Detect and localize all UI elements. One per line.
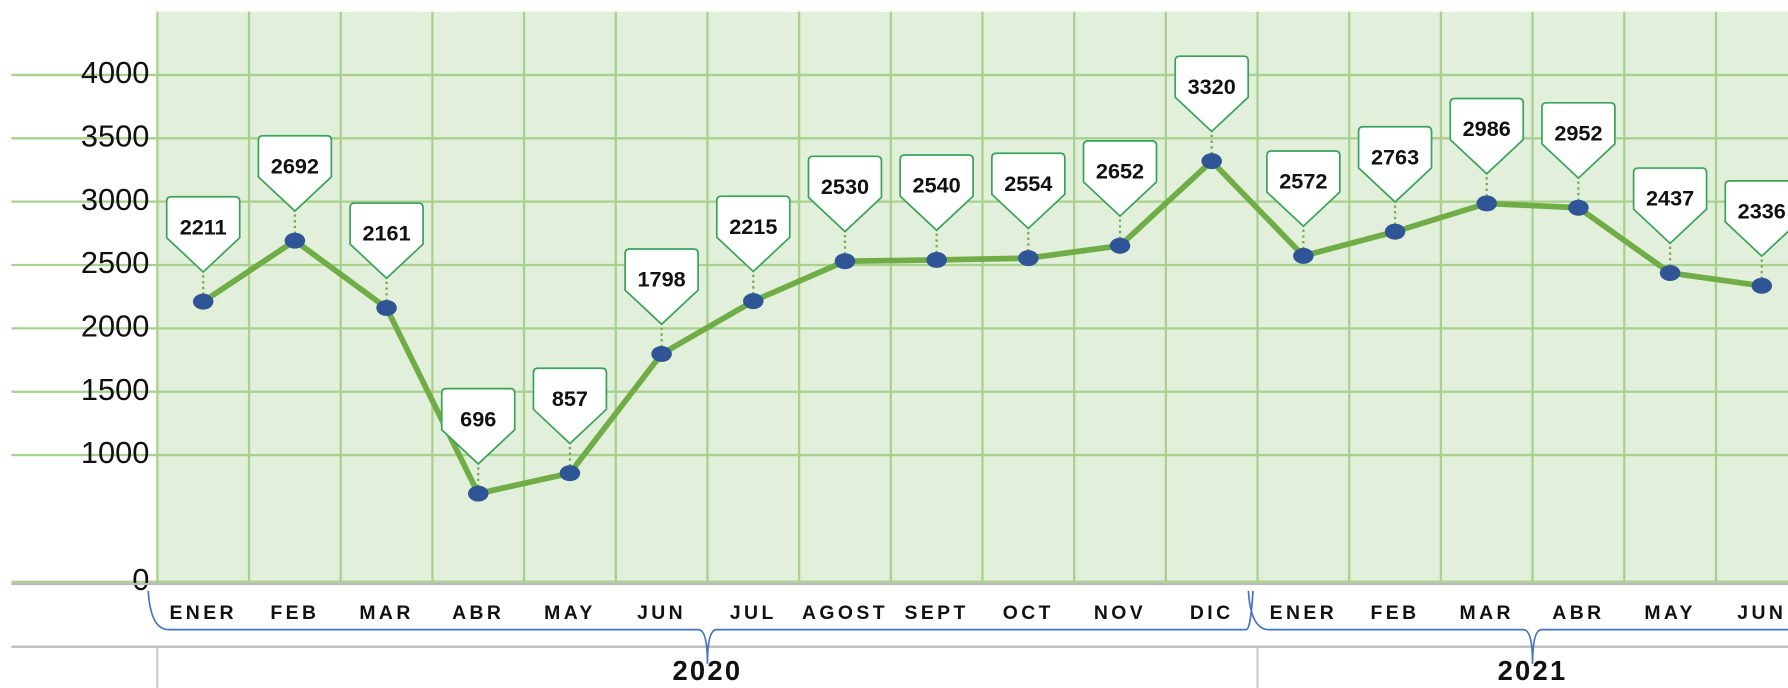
data-label: 2692 [271,153,319,178]
y-tick-label: 2000 [81,308,149,343]
marker [1568,199,1589,216]
x-tick-label: NOV [1094,602,1146,624]
callout [165,195,241,274]
callout [257,134,333,213]
data-label: 2540 [913,173,961,198]
x-tick-label: ABR [452,602,504,624]
marker [467,485,489,502]
y-tick-label: 1500 [81,372,149,407]
marker [1018,250,1039,267]
group-brace [1247,590,1788,664]
y-tick-label: 2500 [81,245,149,280]
marker [926,251,947,268]
marker [743,293,764,310]
group-label: 2021 [1498,655,1568,686]
x-tick-label: ABR [1552,602,1604,624]
y-tick-label: 0 [132,562,149,597]
y-tick-label: 3000 [81,182,149,217]
marker [1293,247,1314,264]
marker [1476,195,1497,212]
x-tick-label: JUL [730,602,777,624]
x-tick-label: MAR [1460,602,1514,624]
x-tick-label: JUN [1737,602,1786,624]
data-label: 1798 [638,267,686,292]
x-tick-label: ENER [169,602,237,624]
y-tick-label: 4000 [81,55,149,90]
callout [1541,101,1616,180]
marker [1109,237,1131,254]
x-tick-label: AGOST [802,602,888,624]
callout [440,387,516,466]
data-label: 2554 [1004,171,1052,196]
data-label: 2161 [362,221,410,246]
y-tick-label: 1000 [81,435,149,470]
x-tick-label: SEPT [904,602,968,624]
x-tick-label: MAY [544,602,596,624]
callout [990,152,1066,230]
marker [651,345,672,362]
callout [1632,167,1708,245]
callout [1449,97,1525,175]
x-tick-label: FEB [270,602,319,624]
data-label: 2530 [821,174,869,199]
callout [715,195,791,273]
marker [376,299,397,316]
callout [1174,55,1250,133]
data-label: 857 [552,386,588,411]
data-label: 2763 [1371,144,1419,169]
callout [899,154,974,232]
marker [1659,265,1681,281]
callout [1357,125,1433,204]
marker [559,465,581,482]
x-tick-label: OCT [1003,602,1054,624]
data-label: 2952 [1554,120,1602,145]
x-tick-label: ENER [1270,602,1338,624]
marker [834,253,856,270]
marker [192,293,214,310]
x-tick-label: JUN [637,602,686,624]
callout [532,367,608,445]
callout [624,248,699,326]
callout [1724,180,1788,258]
data-label: 2437 [1646,186,1694,211]
data-label: 696 [460,406,496,431]
x-tick-label: FEB [1371,602,1420,624]
data-label: 2211 [180,214,227,239]
group-label: 2020 [672,655,742,686]
y-tick-label: 3500 [81,118,149,153]
plot-area [157,11,1788,582]
x-tick-label: MAR [359,602,413,624]
callout [1082,139,1158,218]
marker [1384,223,1406,240]
marker [1751,277,1773,294]
callout [349,202,424,280]
x-tick-label: DIC [1190,602,1234,624]
callout [1266,150,1341,228]
marker [1201,153,1222,170]
data-label: 2336 [1738,199,1786,224]
x-tick-label: MAY [1644,602,1696,624]
data-label: 2652 [1096,158,1144,183]
line [201,158,1763,497]
data-label: 2986 [1463,116,1511,141]
group-brace [147,590,1254,664]
data-label: 3320 [1188,74,1236,99]
data-label: 2572 [1279,169,1327,194]
callout [807,155,883,233]
marker [284,232,306,249]
data-label: 2215 [729,214,777,239]
